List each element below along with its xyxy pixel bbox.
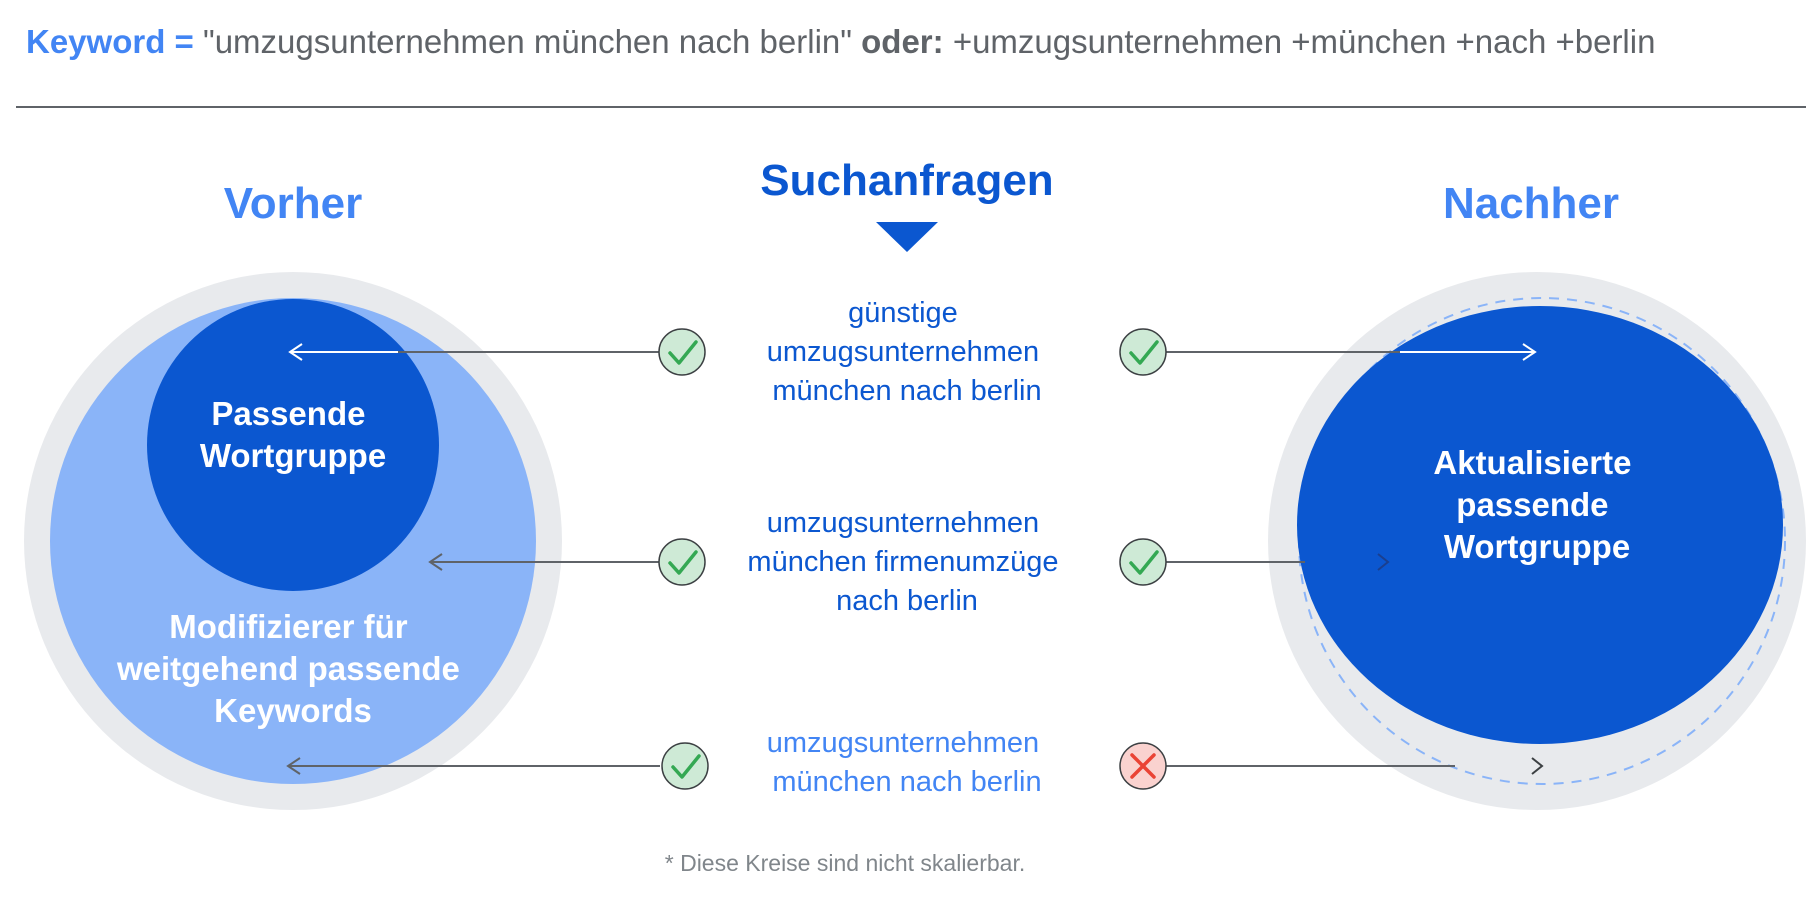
- phrase-match-circle: [147, 299, 439, 591]
- check-icon: [661, 742, 709, 790]
- broad-match-modifier-label: Modifizierer für weitgehend passende Key…: [116, 608, 469, 729]
- keyword-phrase-match: "umzugsunternehmen münchen nach berlin": [202, 23, 852, 60]
- updated-phrase-match-circle: [1297, 306, 1783, 744]
- arrow-right-icon: [1531, 757, 1544, 775]
- after-title: Nachher: [1443, 179, 1619, 228]
- before-arrowheads: [286, 343, 443, 775]
- or-label: oder:: [861, 23, 944, 60]
- keyword-broad-match-modifier: +umzugsunternehmen +münchen +nach +berli…: [952, 23, 1656, 60]
- arrow-left-icon: [288, 343, 303, 361]
- after-match-indicators: [1119, 328, 1167, 790]
- phrase-match-label: Passende Wortgruppe: [200, 395, 386, 474]
- down-triangle-icon: [876, 222, 938, 252]
- arrow-left-icon: [286, 757, 301, 775]
- check-icon: [1119, 328, 1167, 376]
- check-icon: [1119, 538, 1167, 586]
- after-arrowheads: [1377, 343, 1544, 775]
- search-query-3: umzugsunternehmen münchen nach berlin: [767, 727, 1048, 798]
- keyword-label: Keyword =: [26, 23, 194, 60]
- before-match-indicators: [658, 328, 709, 790]
- arrow-left-icon: [428, 553, 443, 571]
- search-query-2: umzugsunternehmen münchen firmenumzüge n…: [747, 507, 1066, 617]
- check-icon: [658, 328, 706, 376]
- after-connectors: [1165, 351, 1455, 767]
- before-title: Vorher: [224, 179, 363, 228]
- keyword-definition: Keyword = "umzugsunternehmen münchen nac…: [26, 18, 1806, 66]
- arrow-right-icon: [1377, 553, 1390, 571]
- updated-phrase-match-label: Aktualisierte passende Wortgruppe: [1433, 444, 1640, 565]
- before-connectors: [288, 351, 660, 767]
- header-divider: [16, 106, 1806, 108]
- cross-icon: [1119, 742, 1167, 790]
- arrow-right-icon: [1522, 343, 1537, 361]
- footnote: * Diese Kreise sind nicht skalierbar.: [664, 850, 1026, 876]
- center-title: Suchanfragen: [760, 156, 1053, 205]
- check-icon: [658, 538, 706, 586]
- search-query-1: günstige umzugsunternehmen münchen nach …: [767, 297, 1048, 407]
